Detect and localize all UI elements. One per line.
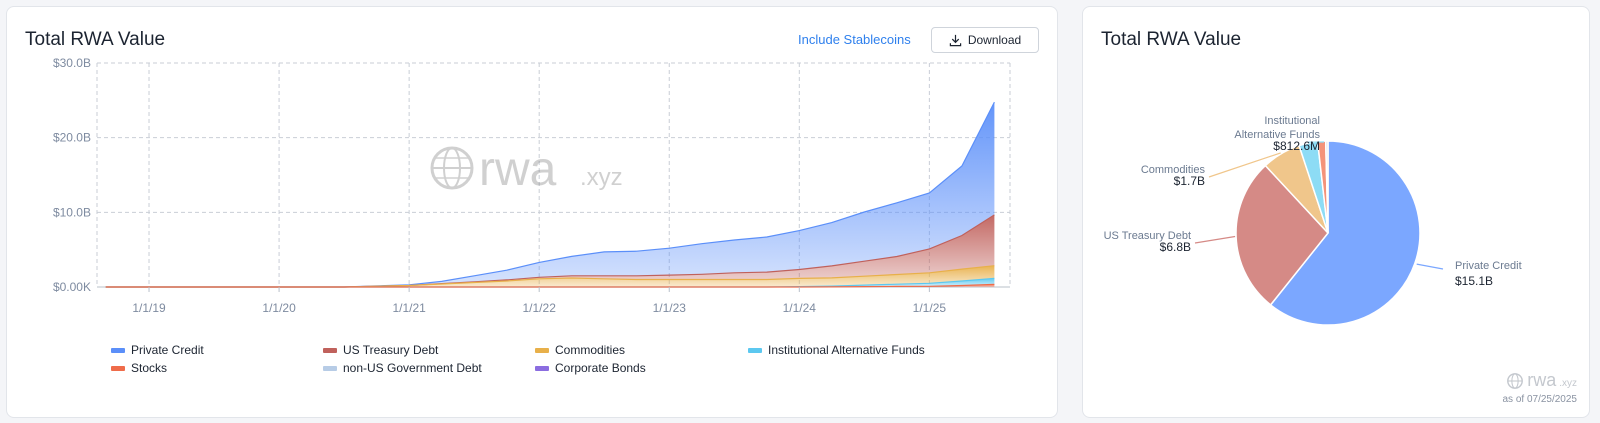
legend-swatch — [535, 347, 549, 353]
pie-label: Commodities — [1141, 164, 1206, 176]
watermark-text: rwa — [479, 143, 557, 196]
pie-label: Institutional — [1264, 115, 1320, 127]
legend-label: US Treasury Debt — [343, 343, 439, 357]
pie-chart: Private Credit $15.1B US Treasury Debt$6.8… — [1104, 115, 1522, 326]
legend-label: Private Credit — [131, 343, 204, 357]
x-tick-label: 1/1/25 — [913, 301, 947, 315]
download-button[interactable]: Download — [931, 27, 1039, 53]
pie-slice-us-treasury-debt — [1235, 164, 1329, 306]
include-stablecoins-toggle[interactable]: Include Stablecoins — [798, 32, 911, 47]
area-chart-title: Total RWA Value — [25, 29, 166, 50]
small-watermark: rwa .xyz — [1506, 370, 1577, 391]
as-of-date: as of 07/25/2025 — [1502, 394, 1577, 405]
pie-chart-card: Total RWA Value Private Credit $15.1B US T… — [1082, 6, 1590, 418]
legend-swatch — [111, 365, 125, 371]
watermark-suffix: .xyz — [580, 164, 623, 191]
pie-leader-line — [1194, 235, 1236, 244]
small-watermark-text: rwa — [1527, 370, 1557, 390]
legend-item-non-us-government-debt[interactable]: non-US Government Debt — [323, 361, 482, 375]
pie-value: $15.1B — [1455, 274, 1493, 288]
legend-item-corporate-bonds[interactable]: Corporate Bonds — [535, 361, 646, 375]
legend-item-institutional-alternative-funds[interactable]: Institutional Alternative Funds — [748, 343, 925, 357]
legend-swatch — [748, 347, 762, 353]
pie-slice-other — [1324, 140, 1329, 234]
area-chart: $0.00K $10.0B $20.0B $30.0B 1/1/19 1/1/20 1/1/… — [53, 56, 1011, 315]
y-tick-label: $30.0B — [53, 56, 91, 70]
x-tick-label: 1/1/21 — [392, 301, 426, 315]
area-series-line — [105, 283, 995, 288]
pie-value: $812.6M — [1273, 139, 1320, 153]
pie-label: US Treasury Debt — [1104, 230, 1191, 242]
legend-label: Stocks — [131, 361, 168, 375]
x-tick-label: 1/1/23 — [653, 301, 687, 315]
legend-item-stocks[interactable]: Stocks — [111, 361, 167, 375]
legend-swatch — [111, 347, 125, 353]
area-series-private-credit — [105, 102, 995, 287]
legend-item-commodities[interactable]: Commodities — [535, 343, 625, 357]
pie-chart-title: Total RWA Value — [1101, 29, 1242, 50]
x-tick-label: 1/1/20 — [262, 301, 296, 315]
x-tick-label: 1/1/22 — [523, 301, 557, 315]
pie-value: $1.7B — [1174, 174, 1205, 188]
download-icon — [949, 34, 962, 46]
legend-item-us-treasury-debt[interactable]: US Treasury Debt — [323, 343, 438, 357]
y-tick-label: $10.0B — [53, 205, 91, 219]
x-tick-label: 1/1/19 — [132, 301, 166, 315]
pie-slice-private-credit — [1269, 140, 1421, 326]
globe-icon — [1507, 372, 1524, 389]
pie-value: $6.8B — [1160, 240, 1191, 254]
small-watermark-suffix: .xyz — [1559, 378, 1577, 389]
x-tick-label: 1/1/24 — [783, 301, 817, 315]
legend-swatch — [535, 365, 549, 371]
pie-label: Private Credit — [1455, 260, 1522, 272]
area-series-commodities — [105, 265, 995, 287]
legend-swatch — [323, 347, 337, 353]
legend-label: Corporate Bonds — [555, 361, 646, 375]
legend-swatch — [323, 365, 337, 371]
download-label: Download — [967, 33, 1022, 47]
pie-leader-line — [1208, 152, 1281, 178]
legend-label: Commodities — [555, 343, 626, 357]
legend-label: non-US Government Debt — [343, 361, 482, 375]
legend-item-private-credit[interactable]: Private Credit — [111, 343, 204, 357]
legend-label: Institutional Alternative Funds — [768, 343, 925, 357]
pie-leader-line — [1416, 263, 1444, 270]
area-chart-card: Total RWA Value Include Stablecoins Down… — [6, 6, 1058, 418]
y-tick-label: $20.0B — [53, 131, 91, 145]
pie-label: Alternative Funds — [1234, 129, 1320, 141]
watermark: rwa .xyz — [430, 143, 623, 196]
y-tick-label: $0.00K — [53, 280, 91, 294]
